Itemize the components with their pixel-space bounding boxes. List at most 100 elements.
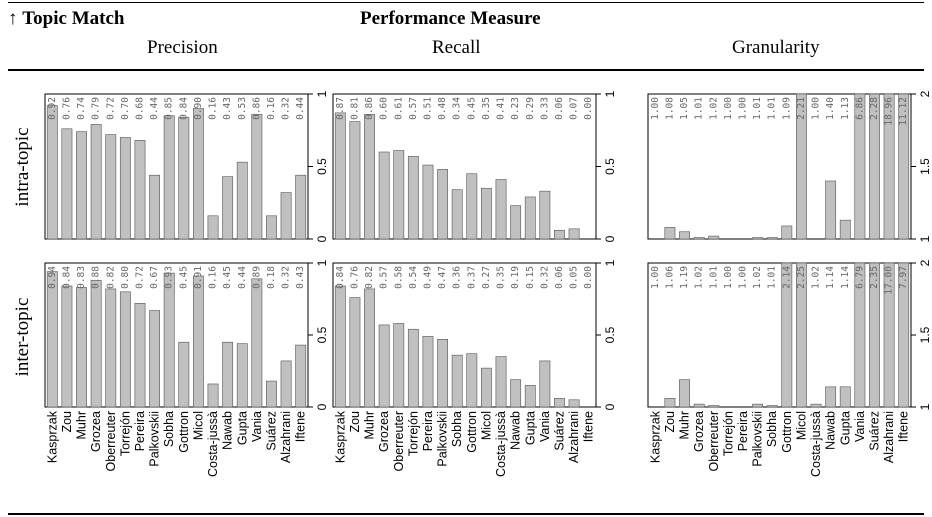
panel-0-1-bar-3 bbox=[378, 151, 390, 240]
panel-0-2-value-label-0: 1.00 bbox=[650, 97, 661, 120]
panel-0-2-value-label-12: 1.40 bbox=[825, 97, 836, 120]
panel-1-1-bar-6 bbox=[422, 336, 434, 408]
panel-0-0-value-label-6: 0.68 bbox=[134, 97, 145, 120]
panel-0-0-ytick-label-2: 1 bbox=[315, 90, 329, 97]
panel-1-1-value-label-14: 0.32 bbox=[539, 266, 550, 289]
panel-1-2-bar-7 bbox=[752, 403, 763, 408]
panel-1-2-category-label-9: Gottron bbox=[780, 411, 794, 453]
panel-0-2-bar-2 bbox=[679, 231, 690, 240]
panel-0-1-bar-16 bbox=[568, 228, 580, 240]
panel-1-1-value-label-12: 0.19 bbox=[510, 266, 521, 289]
panel-0-1-value-label-16: 0.07 bbox=[569, 97, 580, 120]
panel-1-0-category-label-2: Muhr bbox=[75, 411, 89, 439]
panel-1-0-bar-14 bbox=[251, 278, 263, 408]
panel-0-2-bar-10 bbox=[795, 93, 807, 240]
panel-0-0-bar-10 bbox=[193, 108, 204, 240]
panel-1-2-bar-10 bbox=[795, 262, 807, 408]
panel-1-1-category-label-2: Muhr bbox=[363, 411, 377, 439]
panel-0-2-bar-4 bbox=[708, 235, 720, 240]
panel-0-1-bar-12 bbox=[510, 205, 522, 240]
panel-1-2-bar-11 bbox=[810, 403, 822, 408]
panel-1-0-bar-13 bbox=[236, 343, 248, 408]
panel-1-2-category-label-7: Palkovskii bbox=[751, 411, 765, 467]
panel-1-2-value-label-1: 1.06 bbox=[664, 266, 675, 289]
panel-1-0-bar-1 bbox=[61, 285, 73, 408]
group-label: Performance Measure bbox=[360, 8, 541, 29]
panel-1-0-value-label-7: 0.67 bbox=[149, 266, 160, 289]
panel-1-1-category-label-11: Costa-jussà bbox=[494, 411, 508, 477]
panel-1-0-value-label-1: 0.84 bbox=[61, 266, 72, 289]
panel-0-0-value-label-17: 0.44 bbox=[295, 97, 306, 120]
panel-0-0-bar-5 bbox=[119, 137, 131, 240]
panel-1-1-value-label-16: 0.05 bbox=[569, 266, 580, 289]
panel-1-2-category-label-3: Grozea bbox=[692, 411, 706, 452]
panel-1-1-bar-0 bbox=[334, 285, 346, 408]
panel-0-2-value-label-17: 11.12 bbox=[898, 97, 909, 126]
panel-1-0-category-label-11: Costa-jussà bbox=[206, 411, 220, 477]
panel-0-1-value-label-0: 0.87 bbox=[335, 97, 346, 120]
row-label-intra-topic: intra-topic bbox=[12, 127, 33, 206]
panel-1-0-value-label-8: 0.93 bbox=[164, 266, 175, 289]
panel-0-0-value-label-3: 0.79 bbox=[91, 97, 102, 120]
panel-0-0-value-label-7: 0.44 bbox=[149, 97, 160, 120]
panel-1-2-bar-1 bbox=[664, 398, 676, 408]
panel-0-2-bar-13 bbox=[839, 219, 851, 240]
panel-1-0-bar-15 bbox=[266, 380, 277, 408]
panel-0-1-value-label-10: 0.35 bbox=[481, 97, 492, 120]
panel-0-0-bar-15 bbox=[266, 215, 277, 240]
panel-1-0-category-label-8: Sobha bbox=[162, 411, 176, 447]
panel-0-1-value-label-4: 0.61 bbox=[393, 97, 404, 120]
panel-0-2-value-label-16: 18.96 bbox=[884, 97, 895, 126]
panel-1-1-bar-15 bbox=[554, 398, 565, 408]
panel-1-1-category-label-1: Zou bbox=[348, 411, 362, 433]
panel-0-0-bar-3 bbox=[90, 124, 102, 240]
panel-1-2-value-label-0: 1.00 bbox=[650, 266, 661, 289]
panel-0-0-value-label-1: 0.76 bbox=[61, 97, 72, 120]
panel-1-2-category-label-16: Alzahrani bbox=[882, 411, 896, 463]
panel-1-1-category-label-15: Suárez bbox=[552, 411, 566, 451]
panel-0-2-bar-9 bbox=[781, 225, 793, 240]
panel-0-0-bar-2 bbox=[76, 131, 87, 240]
panel-0-2-bar-1 bbox=[664, 227, 676, 240]
panel-0-2-ytick-label-0: 1 bbox=[918, 235, 932, 242]
panel-0-1-value-label-8: 0.34 bbox=[452, 97, 463, 120]
panel-1-2-value-label-3: 1.02 bbox=[694, 266, 705, 289]
panel-0-2-bar-16 bbox=[883, 93, 895, 240]
panel-1-1-bar-9 bbox=[466, 353, 478, 408]
panel-1-1-value-label-1: 0.76 bbox=[349, 266, 360, 289]
panel-0-1-value-label-5: 0.57 bbox=[408, 97, 419, 120]
panel-0-2-value-label-15: 2.28 bbox=[869, 97, 880, 120]
panel-0-0-bar-13 bbox=[236, 161, 248, 240]
panel-1-0-bar-3 bbox=[90, 279, 102, 408]
panel-1-0-bar-11 bbox=[207, 383, 219, 408]
panel-0-2-bar-12 bbox=[825, 180, 837, 240]
panel-0-1-value-label-11: 0.41 bbox=[496, 97, 507, 120]
panel-1-2-bar-13 bbox=[839, 386, 851, 408]
panel-1-2-category-label-17: Iftene bbox=[897, 411, 911, 442]
panel-0-1-value-label-2: 0.86 bbox=[364, 97, 375, 120]
panel-0-0-value-label-15: 0.16 bbox=[266, 97, 277, 120]
panel-1-0-category-label-17: Iftene bbox=[294, 411, 308, 442]
panel-1-1-value-label-11: 0.35 bbox=[496, 266, 507, 289]
panel-1-1-value-label-13: 0.15 bbox=[525, 266, 536, 289]
panel-0-0-value-label-8: 0.85 bbox=[164, 97, 175, 120]
panel-0-1-value-label-12: 0.23 bbox=[510, 97, 521, 120]
panel-1-0-category-label-4: Oberreuter bbox=[104, 411, 118, 471]
panel-1-2-category-label-14: Vania bbox=[853, 411, 867, 442]
corner-arrow: ↑ bbox=[8, 8, 18, 29]
panel-1-2-bar-9 bbox=[781, 262, 793, 408]
panel-1-0-bar-7 bbox=[149, 310, 161, 408]
panel-1-0-category-label-14: Vania bbox=[250, 411, 264, 442]
column-granularity-label: Granularity bbox=[732, 37, 820, 58]
panel-1-1-value-label-8: 0.36 bbox=[452, 266, 463, 289]
panel-1-2-value-label-8: 1.01 bbox=[767, 266, 778, 289]
panel-1-0-value-label-2: 0.83 bbox=[76, 266, 87, 289]
panel-1-2-category-label-5: Torrejón bbox=[721, 411, 735, 456]
top-rule bbox=[8, 2, 924, 3]
panel-1-0-value-label-13: 0.44 bbox=[237, 266, 248, 289]
panel-1-0-category-label-10: Micol bbox=[191, 411, 205, 440]
panel-1-1-bar-11 bbox=[495, 356, 507, 408]
panel-1-0-category-label-6: Pereira bbox=[133, 411, 147, 451]
panel-1-1-value-label-3: 0.57 bbox=[379, 266, 390, 289]
panel-0-1-value-label-9: 0.45 bbox=[466, 97, 477, 120]
